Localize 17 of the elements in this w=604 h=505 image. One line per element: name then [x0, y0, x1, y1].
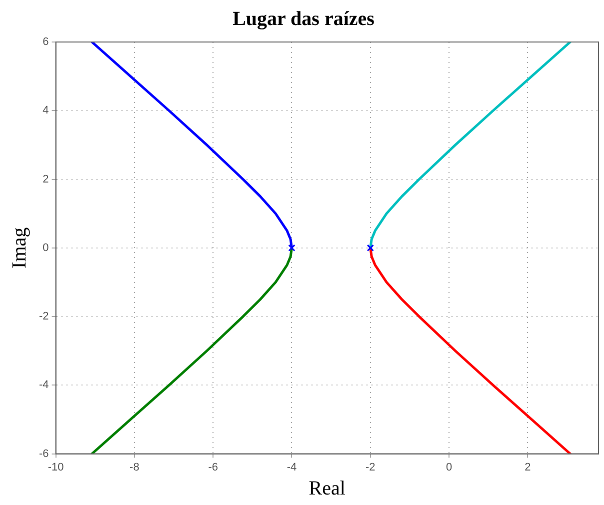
y-tick-label: 0 — [42, 242, 49, 254]
x-tick-label: -4 — [286, 461, 297, 474]
x-tick-label: -2 — [366, 461, 376, 474]
x-tick-label: 0 — [446, 461, 452, 474]
y-tick-label: 2 — [42, 173, 49, 186]
x-tick-label: -8 — [130, 461, 140, 474]
y-tick-label: 4 — [42, 104, 49, 117]
y-tick-label: -6 — [39, 448, 49, 460]
x-tick-label: -10 — [48, 461, 64, 474]
y-axis-title: Imag — [8, 227, 30, 268]
x-tick-label: -6 — [208, 461, 218, 474]
y-tick-label: -2 — [39, 310, 49, 323]
y-tick-label: 6 — [42, 36, 49, 48]
x-tick-label: 2 — [524, 461, 531, 474]
y-tick-label: -4 — [39, 379, 49, 392]
x-axis-title: Real — [308, 477, 346, 500]
chart-title: Lugar das raízes — [232, 8, 375, 30]
